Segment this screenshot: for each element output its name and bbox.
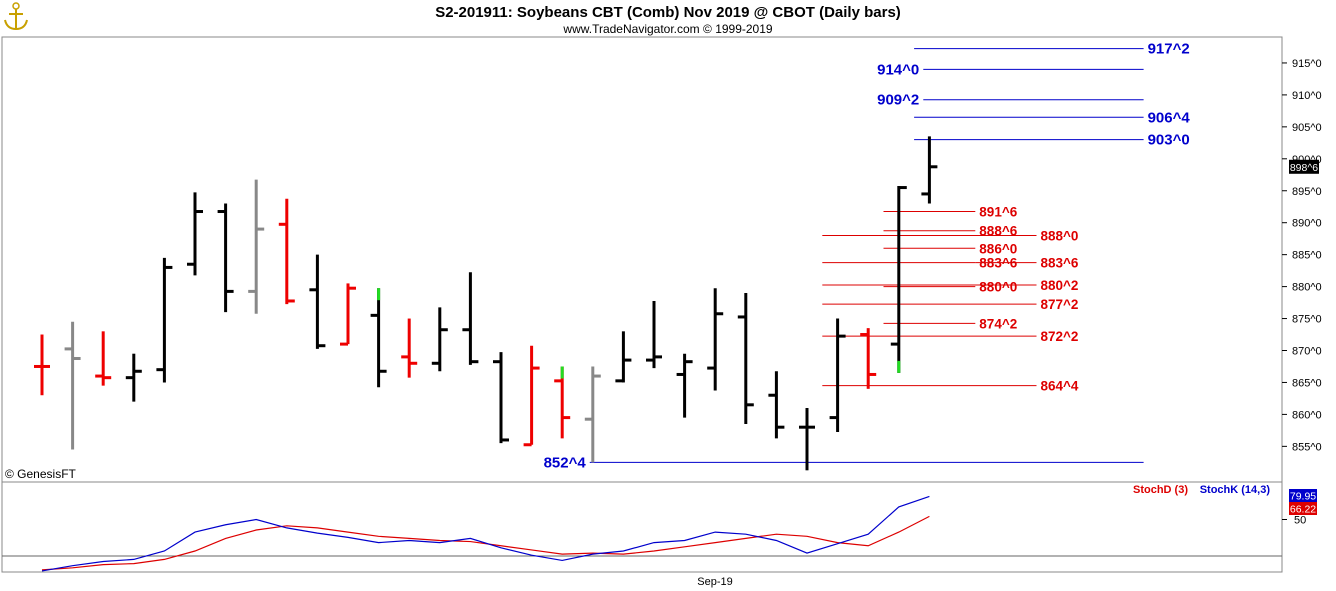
y-tick-label: 885^0	[1292, 250, 1322, 262]
ohlc-bar	[340, 283, 356, 346]
ohlc-bar	[615, 331, 632, 383]
stoch-last-badges: 79.95 66.22	[1289, 489, 1317, 516]
y-tick-label: 860^0	[1292, 409, 1322, 421]
y-tick-label: 870^0	[1292, 346, 1322, 358]
level-label: 906^4	[1148, 109, 1191, 126]
ohlc-bar	[554, 366, 571, 439]
level-label: 880^0	[979, 280, 1017, 295]
copyright-label: © GenesisFT	[5, 467, 77, 481]
indicator-y-axis: 50	[1282, 515, 1306, 527]
anchor-logo-icon	[4, 2, 28, 31]
level-label: 903^0	[1148, 132, 1190, 149]
level-label: 872^2	[1041, 329, 1079, 344]
chart-title: S2-201911: Soybeans CBT (Comb) Nov 2019 …	[435, 4, 901, 21]
ohlc-bar	[921, 136, 938, 204]
ohlc-bar	[799, 408, 815, 471]
stochastic-lines	[41, 495, 930, 572]
legend-stochk: StochK (14,3)	[1200, 484, 1271, 496]
chart-subtitle: www.TradeNavigator.com © 1999-2019	[562, 22, 772, 36]
y-tick-label: 880^0	[1292, 282, 1322, 294]
ohlc-bar	[462, 272, 479, 365]
ohlc-bar	[217, 203, 234, 313]
ohlc-bar	[248, 179, 265, 314]
ohlc-bar	[493, 352, 509, 444]
ind-tick-label: 50	[1294, 515, 1306, 527]
ohlc-bar	[737, 292, 754, 424]
ohlc-bar	[309, 254, 326, 349]
level-label: 852^4	[544, 454, 587, 471]
ohlc-bar	[584, 366, 601, 463]
bars-layer	[34, 136, 938, 471]
y-tick-label: 865^0	[1292, 377, 1322, 389]
y-tick-label: 910^0	[1292, 90, 1322, 102]
ohlc-bar	[431, 307, 448, 372]
ohlc-bar	[401, 318, 418, 378]
level-label: 864^4	[1041, 379, 1079, 394]
ohlc-bar	[829, 318, 846, 432]
ohlc-bar	[646, 300, 662, 369]
levels-layer: 917^2 914^0 909^2 906^4 903^0 852^4 891^6 888^6…	[544, 41, 1191, 472]
level-label: 877^2	[1041, 297, 1079, 312]
level-label: 917^2	[1148, 41, 1190, 58]
ohlc-bar	[125, 353, 142, 402]
level-label: 914^0	[877, 61, 919, 78]
level-label: 888^0	[1041, 228, 1079, 243]
last-price-label: 898^6	[1290, 162, 1318, 174]
y-tick-label: 855^0	[1292, 441, 1322, 453]
ohlc-bar	[156, 257, 173, 383]
ohlc-bar	[95, 331, 112, 386]
ohlc-bar	[64, 321, 81, 450]
y-tick-label: 890^0	[1292, 218, 1322, 230]
level-label: 888^6	[979, 224, 1017, 239]
y-tick-label: 905^0	[1292, 122, 1322, 134]
stochk-last-value: 79.95	[1290, 491, 1316, 503]
ohlc-bar	[34, 334, 50, 396]
ohlc-bar	[768, 371, 785, 439]
level-label: 909^2	[877, 92, 919, 109]
ohlc-bar	[860, 328, 877, 389]
ohlc-bar	[187, 192, 203, 276]
ohlc-bar	[278, 198, 295, 305]
ohlc-bar	[676, 353, 693, 418]
last-price-badge: 898^6	[1289, 159, 1319, 174]
ohlc-bar	[523, 345, 540, 447]
indicator-pane-frame	[1, 481, 1283, 573]
stoch-line	[41, 495, 930, 572]
level-label: 886^0	[979, 241, 1017, 256]
stochd-last-value: 66.22	[1290, 504, 1316, 516]
level-label: 891^6	[979, 205, 1017, 220]
x-axis-label: Sep-19	[697, 576, 732, 588]
level-label: 880^2	[1041, 278, 1079, 293]
level-label: 874^2	[979, 316, 1017, 331]
level-label: 883^6	[1041, 256, 1079, 271]
y-tick-label: 895^0	[1292, 186, 1322, 198]
y-tick-label: 875^0	[1292, 314, 1322, 326]
y-tick-label: 915^0	[1292, 58, 1322, 70]
ohlc-bar	[370, 288, 387, 388]
ohlc-bar	[707, 288, 724, 391]
ohlc-bar	[890, 185, 907, 373]
legend-stochd: StochD (3)	[1133, 484, 1188, 496]
